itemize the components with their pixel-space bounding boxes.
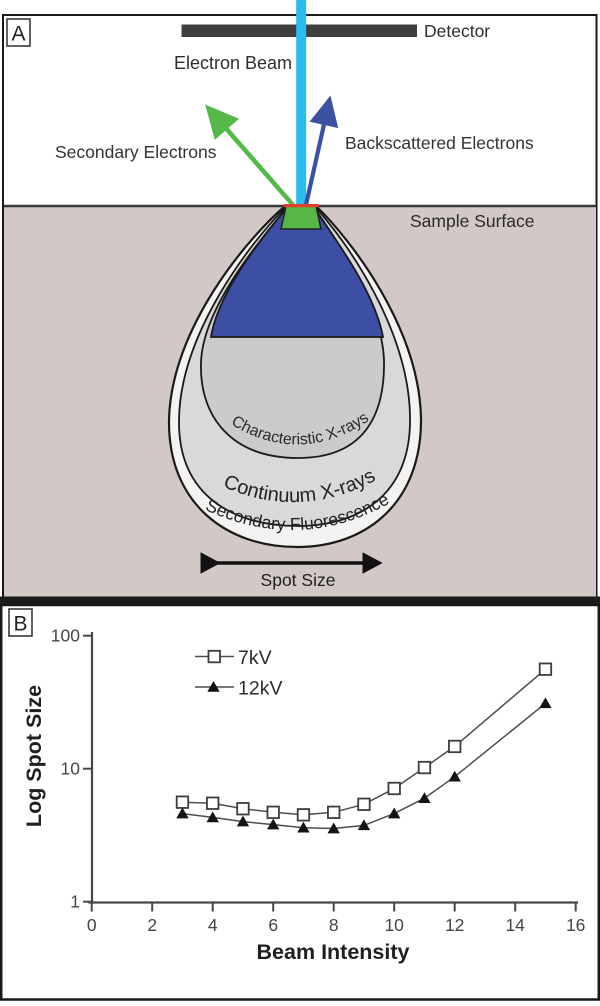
data-point-square [206, 796, 220, 810]
panel-b: 1 10 100 0 2 4 6 8 10 12 14 16 Log Spot Size Beam … [0, 603, 600, 1001]
data-point-triangle [357, 819, 371, 831]
data-point-triangle [388, 807, 401, 819]
data-point-triangle [448, 770, 461, 782]
chart-series [175, 662, 553, 834]
secondary-electrons-arrow [205, 104, 295, 207]
legend-item-7kv: 7kV [195, 647, 272, 669]
data-point-square [266, 805, 280, 819]
panel-separator [0, 596, 600, 605]
sample-surface-label: Sample Surface [410, 211, 535, 231]
x-tick-label: 0 [87, 915, 97, 935]
panel-a: Detector Electron Beam Secondary Electro… [2, 0, 598, 600]
panel-b-label: B [13, 613, 27, 636]
panel-a-label: A [11, 23, 25, 46]
electron-beam [296, 0, 307, 207]
legend: 7kV 12kV [195, 647, 282, 700]
panel-b-border [0, 603, 600, 1001]
x-tick-label: 16 [566, 915, 585, 935]
data-point-square [417, 760, 432, 775]
data-point-square [387, 781, 401, 796]
x-tick-label: 8 [329, 915, 339, 935]
secondary-electrons-label: Secondary Electrons [55, 142, 217, 162]
legend-marker-open-square [207, 649, 221, 664]
x-tick-label: 6 [268, 915, 278, 935]
data-point-triangle [327, 822, 340, 834]
x-tick-label: 14 [505, 915, 525, 935]
x-tick-label: 10 [384, 915, 404, 935]
x-tick-label: 2 [147, 915, 157, 935]
panel-a-label-box [6, 18, 31, 47]
backscatter-region [209, 208, 385, 338]
data-point-triangle [418, 792, 431, 804]
data-point-triangle [206, 811, 219, 823]
panel-b-label-box [8, 608, 33, 637]
data-point-square [448, 739, 462, 754]
data-point-square [175, 795, 190, 809]
data-point-square [538, 662, 553, 676]
y-tick-label: 10 [61, 759, 81, 779]
data-point-triangle [539, 697, 552, 709]
data-point-square [236, 802, 250, 816]
detector-label: Detector [424, 21, 490, 41]
electron-beam-label: Electron Beam [174, 53, 292, 73]
y-axis-title: Log Spot Size [22, 685, 46, 827]
data-point-triangle [297, 821, 310, 833]
x-axis-title: Beam Intensity [257, 940, 410, 964]
legend-item-12kv: 12kV [195, 678, 282, 700]
secondary-electron-zone [280, 205, 322, 230]
backscattered-electrons-arrow [303, 95, 339, 206]
legend-label-12kv: 12kV [238, 678, 282, 700]
data-point-square [357, 797, 371, 811]
legend-label-7kv: 7kV [238, 647, 272, 669]
spot-size-label: Spot Size [261, 570, 336, 590]
legend-marker-filled-triangle [207, 681, 220, 692]
backscattered-electrons-label: Backscattered Electrons [345, 133, 534, 153]
data-point-square [327, 805, 341, 819]
y-tick-marks: 1 10 100 [51, 626, 93, 912]
data-point-square [296, 808, 311, 822]
y-tick-label: 100 [51, 626, 80, 646]
data-point-triangle [236, 815, 250, 827]
data-point-triangle [267, 818, 280, 830]
x-tick-label: 12 [445, 915, 464, 935]
x-tick-label: 4 [208, 915, 218, 935]
x-tick-marks: 0 2 4 6 8 10 12 14 16 [87, 902, 585, 935]
y-tick-label: 1 [70, 892, 80, 912]
data-point-triangle [176, 807, 189, 819]
